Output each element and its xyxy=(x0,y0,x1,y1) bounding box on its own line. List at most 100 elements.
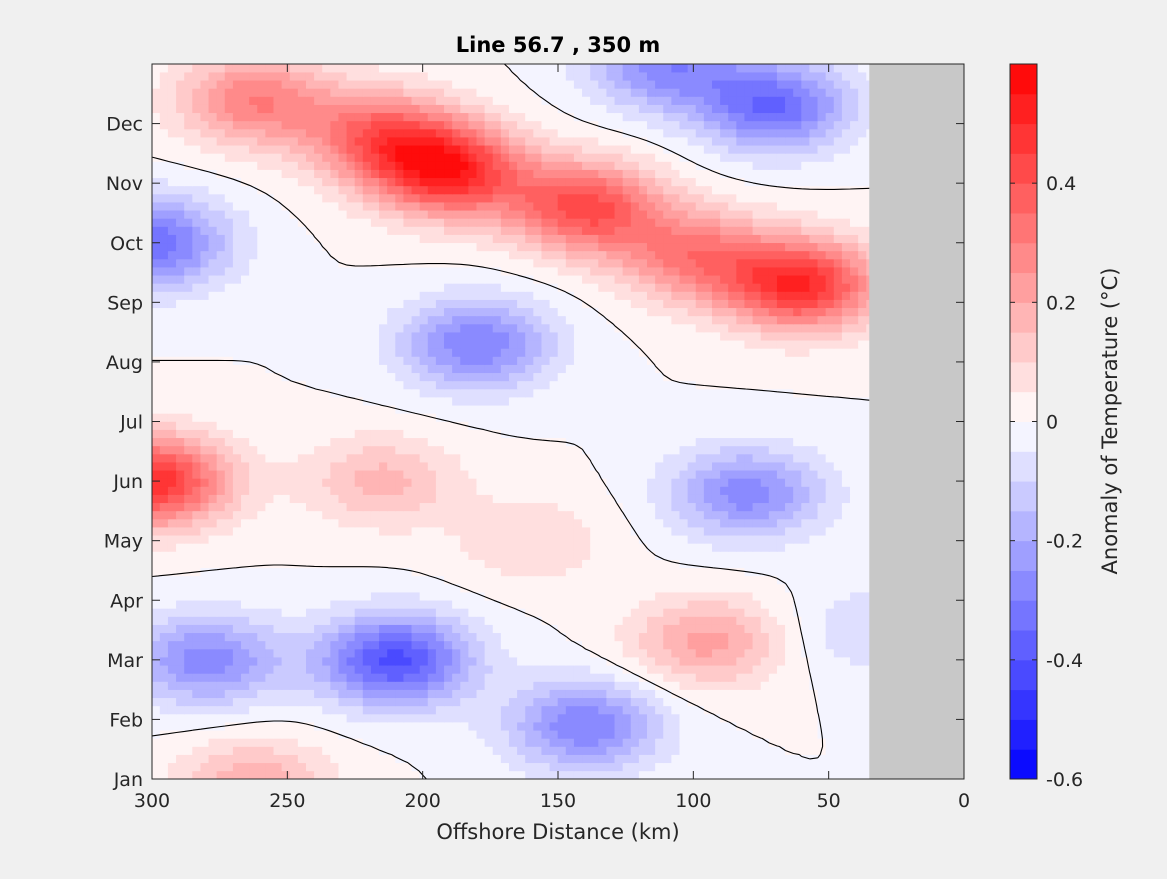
contour-cell xyxy=(825,478,835,487)
contour-cell xyxy=(484,705,494,715)
contour-cell xyxy=(427,656,437,666)
contour-cell xyxy=(167,478,177,487)
contour-cell xyxy=(565,404,575,414)
contour-cell xyxy=(695,632,705,642)
contour-cell xyxy=(419,478,429,487)
contour-cell xyxy=(622,526,632,536)
contour-cell xyxy=(695,705,705,715)
contour-cell xyxy=(176,762,185,772)
contour-cell xyxy=(216,461,226,471)
contour-cell xyxy=(468,380,478,390)
contour-cell xyxy=(728,486,737,495)
contour-cell xyxy=(655,478,664,487)
contour-cell xyxy=(573,673,583,682)
contour-cell xyxy=(395,762,405,772)
contour-cell xyxy=(354,413,364,422)
contour-cell xyxy=(687,372,697,382)
contour-cell xyxy=(703,583,713,593)
contour-cell xyxy=(663,770,672,779)
contour-cell xyxy=(541,551,551,560)
contour-cell xyxy=(338,518,348,528)
contour-cell xyxy=(314,762,323,772)
contour-cell xyxy=(387,591,396,601)
contour-cell xyxy=(825,616,835,625)
contour-cell xyxy=(322,421,331,430)
contour-cell xyxy=(711,551,721,560)
contour-cell xyxy=(760,770,770,779)
contour-cell xyxy=(533,616,543,625)
contour-cell xyxy=(200,543,210,552)
contour-cell xyxy=(273,469,283,479)
contour-cell xyxy=(565,664,575,674)
contour-cell xyxy=(338,502,348,512)
contour-cell xyxy=(435,478,445,487)
contour-cell xyxy=(622,510,632,520)
contour-cell xyxy=(630,486,640,495)
contour-cell xyxy=(647,494,656,504)
contour-cell xyxy=(460,640,469,650)
contour-cell xyxy=(557,559,567,569)
contour-cell xyxy=(565,697,575,707)
contour-cell xyxy=(549,510,559,520)
contour-cell xyxy=(679,486,689,495)
contour-cell xyxy=(720,624,729,634)
contour-cell xyxy=(484,388,494,398)
contour-cell xyxy=(590,640,599,650)
contour-cell xyxy=(647,502,656,512)
contour-cell xyxy=(216,599,226,609)
contour-cell xyxy=(687,478,697,487)
contour-cell xyxy=(159,388,169,398)
contour-cell xyxy=(379,762,388,772)
contour-cell xyxy=(387,404,396,414)
contour-cell xyxy=(305,469,315,479)
contour-cell xyxy=(224,429,234,439)
contour-cell xyxy=(379,705,388,715)
contour-cell xyxy=(614,632,624,642)
contour-cell xyxy=(379,738,388,747)
contour-cell xyxy=(736,469,746,479)
contour-cell xyxy=(614,551,624,560)
contour-cell xyxy=(379,445,388,455)
contour-cell xyxy=(476,486,486,495)
contour-cell xyxy=(224,388,234,398)
contour-cell xyxy=(541,738,551,747)
contour-cell xyxy=(833,713,843,723)
contour-cell xyxy=(752,664,762,674)
contour-cell xyxy=(305,437,315,447)
contour-cell xyxy=(224,770,234,779)
contour-cell xyxy=(265,754,275,764)
contour-cell xyxy=(249,608,258,617)
contour-cell xyxy=(517,404,526,414)
contour-cell xyxy=(460,697,469,707)
contour-cell xyxy=(776,469,786,479)
contour-cell xyxy=(395,738,405,747)
contour-cell xyxy=(630,689,640,699)
contour-cell xyxy=(192,591,202,601)
contour-cell xyxy=(289,681,299,690)
contour-cell xyxy=(216,656,226,666)
contour-cell xyxy=(232,380,242,390)
contour-cell xyxy=(720,469,729,479)
contour-cell xyxy=(671,510,681,520)
contour-cell xyxy=(257,664,266,674)
contour-cell xyxy=(167,705,177,715)
contour-cell xyxy=(370,648,380,658)
contour-cell xyxy=(184,599,193,609)
contour-cell xyxy=(517,632,526,642)
contour-cell xyxy=(582,713,591,723)
contour-cell xyxy=(289,502,299,512)
contour-cell xyxy=(817,721,827,731)
contour-cell xyxy=(176,380,185,390)
contour-cell xyxy=(403,534,413,544)
contour-cell xyxy=(833,770,843,779)
contour-cell xyxy=(606,664,616,674)
contour-cell xyxy=(541,697,551,707)
contour-cell xyxy=(273,624,283,634)
contour-cell xyxy=(460,705,469,715)
contour-cell xyxy=(322,413,331,422)
contour-cell xyxy=(484,738,494,747)
contour-cell xyxy=(557,486,567,495)
contour-cell xyxy=(176,534,185,544)
contour-cell xyxy=(444,746,453,755)
contour-cell xyxy=(297,746,307,755)
